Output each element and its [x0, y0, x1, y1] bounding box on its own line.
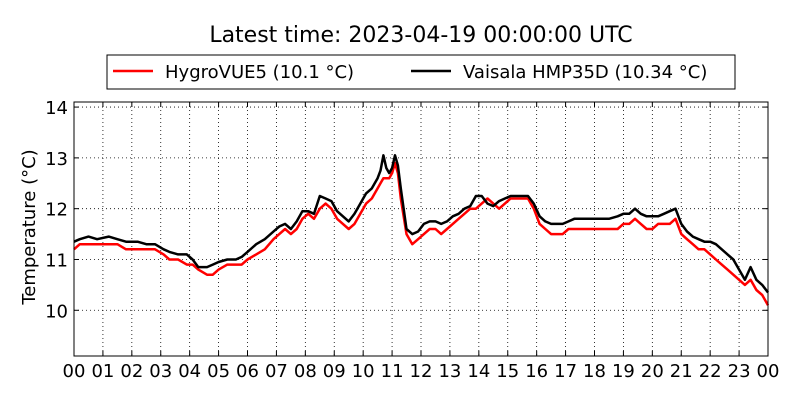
x-tick-label: 20	[641, 361, 664, 382]
y-axis-label: Temperature (°C)	[19, 149, 40, 305]
x-tick-label: 11	[381, 361, 404, 382]
series-line-vaisala	[73, 154, 769, 294]
x-tick-label: 04	[178, 361, 201, 382]
x-tick-label: 18	[583, 361, 606, 382]
y-tick-label: 13	[45, 149, 68, 170]
y-tick-label: 14	[45, 98, 68, 119]
x-tick-label: 07	[265, 361, 288, 382]
x-tick-label: 01	[91, 361, 114, 382]
y-tick-label: 12	[45, 200, 68, 221]
legend: HygroVUE5 (10.1 °C) Vaisala HMP35D (10.3…	[106, 54, 736, 90]
y-tick-label: 11	[45, 250, 68, 271]
x-tick-label: 02	[120, 361, 143, 382]
x-tick-label: 19	[612, 361, 635, 382]
x-tick-label: 10	[352, 361, 375, 382]
legend-label-vaisala: Vaisala HMP35D (10.34 °C)	[463, 62, 707, 83]
series-line-hygrovue5	[73, 161, 770, 306]
y-tick-labels: 10 11 12 13 14	[45, 98, 68, 322]
legend-label-hygrovue5: HygroVUE5 (10.1 °C)	[165, 62, 354, 83]
x-tick-label: 00	[63, 361, 86, 382]
x-tick-label: 06	[236, 361, 259, 382]
chart-title: Latest time: 2023-04-19 00:00:00 UTC	[209, 23, 632, 48]
x-tick-label: 17	[554, 361, 577, 382]
x-tick-label: 23	[728, 361, 751, 382]
x-tick-label: 21	[670, 361, 693, 382]
x-tick-label: 22	[699, 361, 722, 382]
x-tick-label: 15	[496, 361, 519, 382]
x-tick-label: 08	[294, 361, 317, 382]
x-tick-label: 16	[525, 361, 548, 382]
ticks	[73, 102, 769, 356]
x-tick-labels: 00 01 02 03 04 05 06 07 08 09 10 11 12 13 14 15 16 17 18 19…	[63, 361, 780, 382]
x-tick-label: 03	[149, 361, 172, 382]
x-tick-label: 12	[410, 361, 433, 382]
x-tick-label: 00	[757, 361, 780, 382]
x-tick-label: 09	[323, 361, 346, 382]
x-tick-label: 05	[207, 361, 230, 382]
y-tick-label: 10	[45, 301, 68, 322]
series-layer	[73, 154, 770, 306]
x-tick-label: 13	[438, 361, 461, 382]
x-tick-label: 14	[467, 361, 490, 382]
